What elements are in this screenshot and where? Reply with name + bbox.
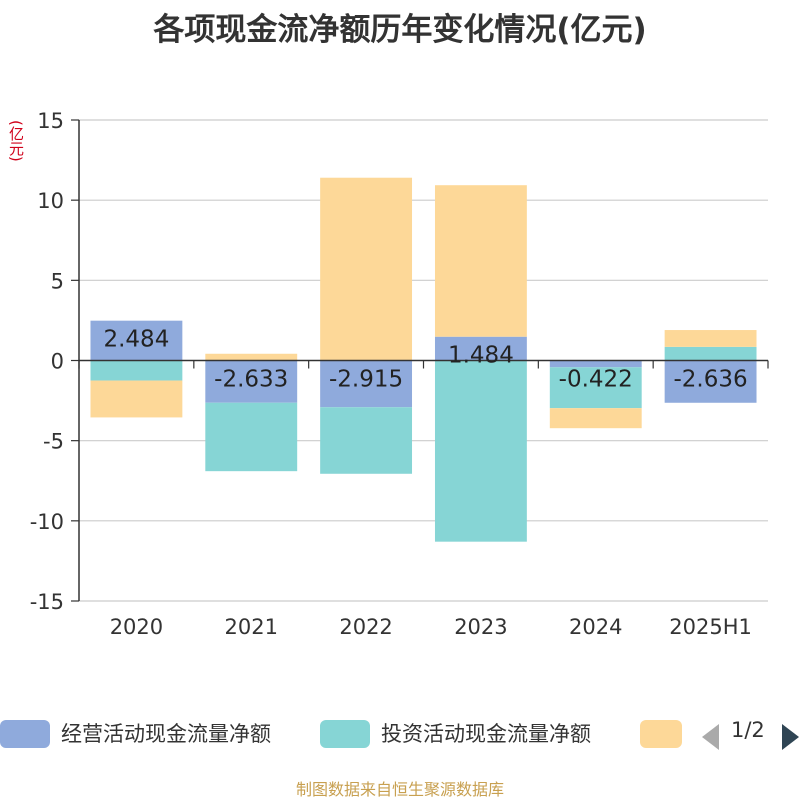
bar-2025H1-series-3 [664, 330, 757, 347]
bar-2024-series-1 [549, 360, 642, 368]
bar-2020-series-1 [90, 320, 183, 361]
y-tick-label: -15 [30, 590, 64, 614]
data-label-2022: -2.915 [329, 367, 403, 393]
data-label-2025H1: -2.636 [674, 367, 748, 393]
bars [90, 177, 757, 542]
bar-2021-series-1 [205, 360, 298, 403]
bar-2020-series-3 [90, 380, 183, 418]
legend-next-page-icon[interactable] [782, 724, 799, 750]
x-tick-label: 2020 [110, 615, 163, 639]
bar-2020-series-2 [90, 360, 183, 381]
y-tick-label: -10 [30, 510, 64, 534]
data-label-2023: 1.484 [448, 343, 514, 369]
data-label-2024: -0.422 [559, 367, 633, 393]
axes: 15 10 5 0 -5 -10 -15 2020 2021 2022 2023 2024 2025H1 [30, 109, 769, 639]
y-tick-label: 15 [37, 109, 64, 133]
y-tick-label: -5 [43, 430, 64, 454]
stacked-bar-chart: 15 10 5 0 -5 -10 -15 2020 2021 2022 2023 2024 2025H1… [30, 109, 769, 639]
legend-label-operating: 经营活动现金流量净额 [61, 722, 271, 746]
y-axis-unit-label: (亿元) [7, 120, 25, 162]
bar-2022-series-3 [320, 177, 413, 361]
bar-2021-series-3 [205, 353, 298, 361]
chart-title: 各项现金流净额历年变化情况(亿元) [153, 12, 647, 48]
bar-2023-series-1 [434, 336, 527, 361]
bar-2021-series-2 [205, 402, 298, 472]
x-tick-label: 2024 [569, 615, 622, 639]
legend-page-indicator: 1/2 [731, 718, 765, 742]
gridlines [79, 119, 768, 602]
legend-swatch-operating [0, 720, 50, 748]
x-tick-label: 2023 [454, 615, 507, 639]
data-source-note: 制图数据来自恒生聚源数据库 [295, 780, 504, 799]
bar-2024-series-3 [549, 408, 642, 429]
legend-swatch-investing [320, 720, 370, 748]
bar-2022-series-2 [320, 407, 413, 474]
bar-2023-series-2 [434, 360, 527, 542]
x-tick-label: 2025H1 [669, 615, 752, 639]
data-labels: 2.484 -2.633 -2.915 1.484 -0.422 -2.636 [103, 327, 747, 393]
y-tick-label: 5 [51, 269, 64, 293]
y-tick-label: 0 [51, 350, 64, 374]
bar-2022-series-1 [320, 360, 413, 408]
data-label-2020: 2.484 [103, 327, 169, 353]
bar-2024-series-2 [549, 367, 642, 409]
legend-label-investing: 投资活动现金流量净额 [381, 722, 591, 746]
y-tick-label: 10 [37, 189, 64, 213]
legend: 经营活动现金流量净额 投资活动现金流量净额 1/2 [0, 714, 800, 754]
x-tick-label: 2022 [339, 615, 392, 639]
legend-prev-page-icon[interactable] [702, 724, 719, 750]
bar-2023-series-3 [434, 185, 527, 337]
x-tick-label: 2021 [225, 615, 278, 639]
data-label-2021: -2.633 [214, 367, 288, 393]
bar-2025H1-series-2 [664, 346, 757, 361]
legend-swatch-third [640, 720, 682, 748]
bar-2025H1-series-1 [664, 360, 757, 403]
